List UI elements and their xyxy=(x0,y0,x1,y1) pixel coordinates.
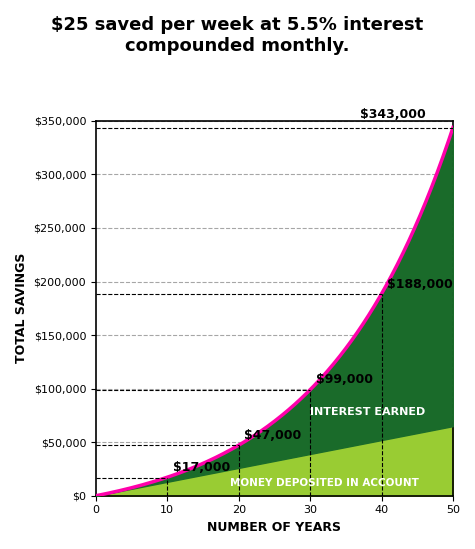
Y-axis label: TOTAL SAVINGS: TOTAL SAVINGS xyxy=(15,253,28,363)
Text: MONEY DEPOSITED IN ACCOUNT: MONEY DEPOSITED IN ACCOUNT xyxy=(230,478,419,488)
X-axis label: NUMBER OF YEARS: NUMBER OF YEARS xyxy=(208,521,342,534)
Text: $99,000: $99,000 xyxy=(316,373,373,386)
Text: INTEREST EARNED: INTEREST EARNED xyxy=(310,407,425,417)
Text: $25 saved per week at 5.5% interest
compounded monthly.: $25 saved per week at 5.5% interest comp… xyxy=(51,16,424,55)
Text: $47,000: $47,000 xyxy=(245,429,302,442)
Text: $188,000: $188,000 xyxy=(387,278,453,291)
Text: $17,000: $17,000 xyxy=(173,461,230,474)
Text: $343,000: $343,000 xyxy=(360,108,426,121)
